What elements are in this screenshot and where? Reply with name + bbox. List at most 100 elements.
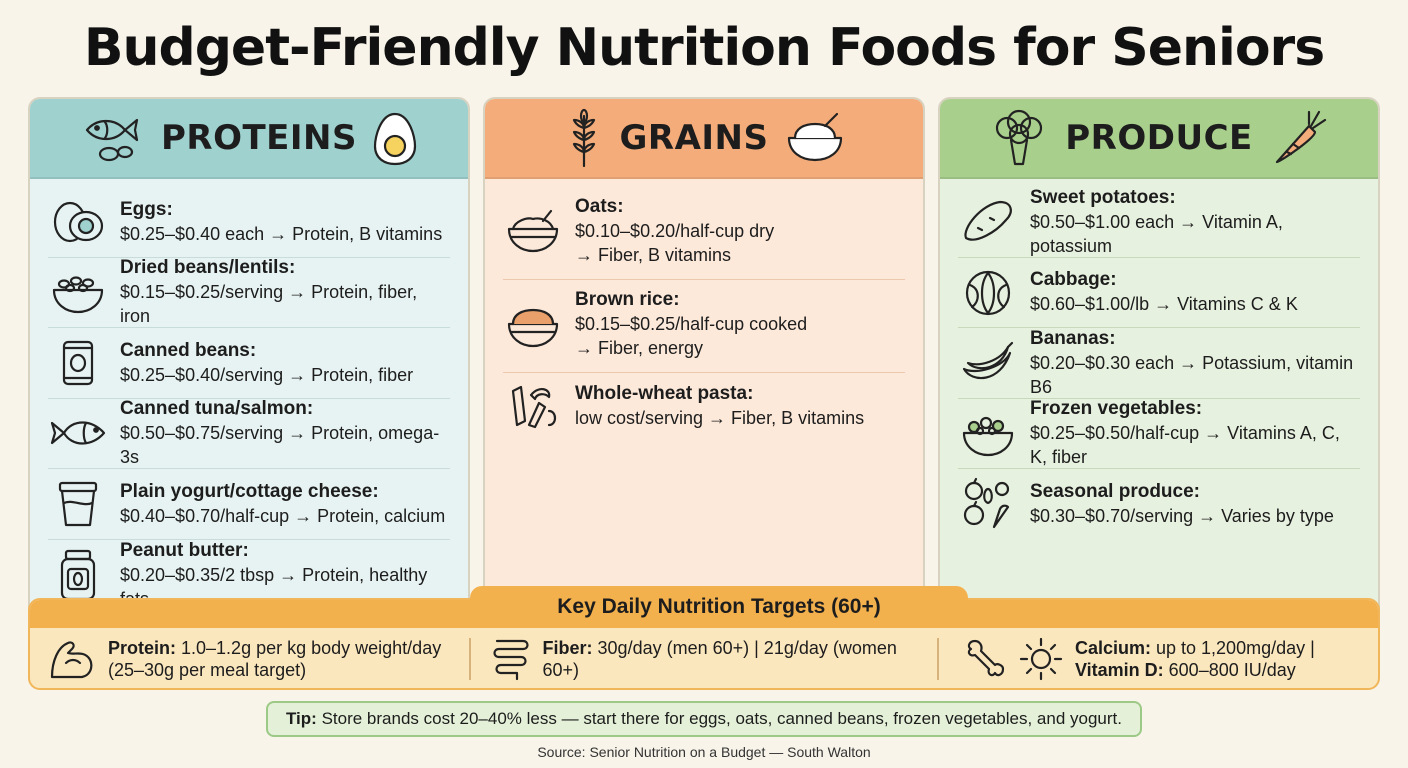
tip-text: Store brands cost 20–40% less — start th… xyxy=(316,709,1122,728)
item-name: Cabbage: xyxy=(1030,269,1117,291)
fiber-text: 30g/day (men 60+) | 21g/day (women 60+) xyxy=(542,638,897,680)
list-item: Oats: $0.10–$0.20/half-cup dry → Fiber, B … xyxy=(503,187,905,280)
wheat-icon xyxy=(564,108,604,168)
item-desc: $0.10–$0.20/half-cup dry xyxy=(575,221,775,241)
list-item: Frozen vegetables: $0.25–$0.50/half-cup →… xyxy=(958,398,1360,469)
item-desc: $0.50–$0.75/serving → Protein, omega-3s xyxy=(120,423,440,468)
protein-text-2: (25–30g per meal target) xyxy=(108,660,307,680)
muscle-arm-icon xyxy=(48,637,96,681)
targets-heading: Key Daily Nutrition Targets (60+) xyxy=(470,586,968,628)
calcium-text: up to 1,200mg/day | xyxy=(1151,638,1315,658)
protein-target: Protein: 1.0–1.2g per kg body weight/day… xyxy=(30,628,469,690)
protein-label: Protein: xyxy=(108,638,177,658)
item-name: Bananas: xyxy=(1030,327,1116,349)
grains-panel: GRAINS Oats: $0.10–$0.20/half-cup dry → Fi… xyxy=(483,97,925,627)
list-item: Canned beans: $0.25–$0.40/serving → Prote… xyxy=(48,328,450,399)
item-name: Whole-wheat pasta: xyxy=(575,383,754,404)
list-item: Sweet potatoes: $0.50–$1.00 each → Vitami… xyxy=(958,187,1360,258)
item-desc-2: → Fiber, energy xyxy=(575,338,704,358)
item-desc-2: → Fiber, B vitamins xyxy=(575,245,732,265)
sun-icon xyxy=(1019,637,1063,681)
rice-bowl-header-icon xyxy=(785,110,845,166)
item-name: Dried beans/lentils: xyxy=(120,257,296,279)
item-name: Frozen vegetables: xyxy=(1030,398,1203,420)
rice-bowl-icon xyxy=(503,300,563,348)
page-title: Budget-Friendly Nutrition Foods for Seni… xyxy=(83,18,1325,78)
list-item: Whole-wheat pasta: low cost/serving → Fib… xyxy=(503,373,905,443)
fish-icon xyxy=(48,413,108,453)
fish-beans-icon xyxy=(81,110,145,166)
item-desc: $0.25–$0.50/half-cup → Vitamins A, C, K,… xyxy=(1030,423,1340,468)
item-desc: $0.60–$1.00/lb → Vitamins C & K xyxy=(1030,294,1298,315)
list-item: Dried beans/lentils: $0.15–$0.25/serving … xyxy=(48,257,450,328)
list-item: Peanut butter: $0.20–$0.35/2 tbsp → Prote… xyxy=(48,540,450,611)
carrot-icon xyxy=(1269,108,1329,168)
item-name: Eggs: xyxy=(120,198,173,220)
list-item: Eggs: $0.25–$0.40 each → Protein, B vitam… xyxy=(48,187,450,258)
item-name: Peanut butter: xyxy=(120,539,249,561)
grains-heading: GRAINS xyxy=(619,118,769,158)
produce-header: PRODUCE xyxy=(940,99,1378,179)
item-name: Plain yogurt/cottage cheese: xyxy=(120,480,379,502)
can-icon xyxy=(48,338,108,388)
fruits-icon xyxy=(958,477,1018,531)
list-item: Plain yogurt/cottage cheese: $0.40–$0.70/… xyxy=(48,469,450,540)
item-name: Oats: xyxy=(575,196,624,217)
proteins-heading: PROTEINS xyxy=(160,118,357,158)
targets-box: Key Daily Nutrition Targets (60+) Protei… xyxy=(28,586,1380,690)
calcium-label: Calcium: xyxy=(1074,638,1151,658)
egg-icon xyxy=(48,198,108,246)
broccoli-icon xyxy=(989,108,1049,168)
protein-text: 1.0–1.2g per kg body weight/day xyxy=(176,638,442,658)
proteins-header: PROTEINS xyxy=(30,99,468,179)
item-desc: $0.40–$0.70/half-cup → Protein, calcium xyxy=(120,505,446,526)
list-item: Bananas: $0.20–$0.30 each → Potassium, vi… xyxy=(958,328,1360,399)
cabbage-icon xyxy=(958,267,1018,317)
produce-panel: PRODUCE Sweet potatoes: $0.50–$1.00 each … xyxy=(938,97,1380,627)
grains-header: GRAINS xyxy=(485,99,923,179)
fiber-target: Fiber: 30g/day (men 60+) | 21g/day (wome… xyxy=(471,628,938,690)
yogurt-icon xyxy=(48,479,108,529)
item-desc: $0.30–$0.70/serving → Varies by type xyxy=(1030,506,1334,527)
jar-icon xyxy=(48,549,108,601)
list-item: Canned tuna/salmon: $0.50–$0.75/serving →… xyxy=(48,398,450,469)
item-name: Sweet potatoes: xyxy=(1030,186,1176,208)
tip-box: Tip: Store brands cost 20–40% less — sta… xyxy=(266,701,1142,737)
item-desc: $0.25–$0.40/serving → Protein, fiber xyxy=(120,364,414,385)
list-item: Brown rice: $0.15–$0.25/half-cup cooked → … xyxy=(503,280,905,373)
pasta-icon xyxy=(503,381,563,431)
divider xyxy=(937,638,939,680)
divider xyxy=(469,638,471,680)
item-name: Canned tuna/salmon: xyxy=(120,398,314,420)
item-desc: $0.15–$0.25/serving → Protein, fiber, ir… xyxy=(120,282,418,327)
vitd-label: Vitamin D: xyxy=(1074,660,1164,680)
intestine-icon xyxy=(489,637,531,681)
proteins-list: Eggs: $0.25–$0.40 each → Protein, B vitam… xyxy=(30,179,468,610)
grains-list: Oats: $0.10–$0.20/half-cup dry → Fiber, B … xyxy=(485,179,923,443)
item-desc: low cost/serving → Fiber, B vitamins xyxy=(575,408,865,428)
list-item: Seasonal produce: $0.30–$0.70/serving → V… xyxy=(958,469,1360,540)
bone-icon xyxy=(963,637,1007,681)
beans-bowl-icon xyxy=(48,268,108,316)
item-name: Brown rice: xyxy=(575,289,680,310)
produce-list: Sweet potatoes: $0.50–$1.00 each → Vitami… xyxy=(940,179,1378,540)
calcium-vitd-target: Calcium: up to 1,200mg/day | Vitamin D: 6… xyxy=(939,628,1378,690)
sweet-potato-icon xyxy=(958,198,1018,246)
source-note: Source: Senior Nutrition on a Budget — S… xyxy=(537,744,871,760)
vitd-text: 600–800 IU/day xyxy=(1163,660,1296,680)
item-desc: $0.25–$0.40 each → Protein, B vitamins xyxy=(120,223,443,244)
item-desc: $0.15–$0.25/half-cup cooked xyxy=(575,314,808,334)
fiber-label: Fiber: xyxy=(542,638,593,658)
oats-bowl-icon xyxy=(503,207,563,255)
banana-icon xyxy=(958,339,1018,387)
proteins-panel: PROTEINS Eggs: $0.25–$0.40 each → Protein… xyxy=(28,97,470,627)
item-desc: $0.50–$1.00 each → Vitamin A, potassium xyxy=(1030,211,1283,256)
item-desc: $0.20–$0.30 each → Potassium, vitamin B6 xyxy=(1030,352,1354,397)
item-name: Seasonal produce: xyxy=(1030,481,1200,503)
boiled-egg-icon xyxy=(373,110,417,166)
veg-bowl-icon xyxy=(958,409,1018,457)
produce-heading: PRODUCE xyxy=(1065,118,1253,158)
tip-label: Tip: xyxy=(285,709,317,728)
item-name: Canned beans: xyxy=(120,339,257,361)
list-item: Cabbage: $0.60–$1.00/lb → Vitamins C & K xyxy=(958,258,1360,328)
